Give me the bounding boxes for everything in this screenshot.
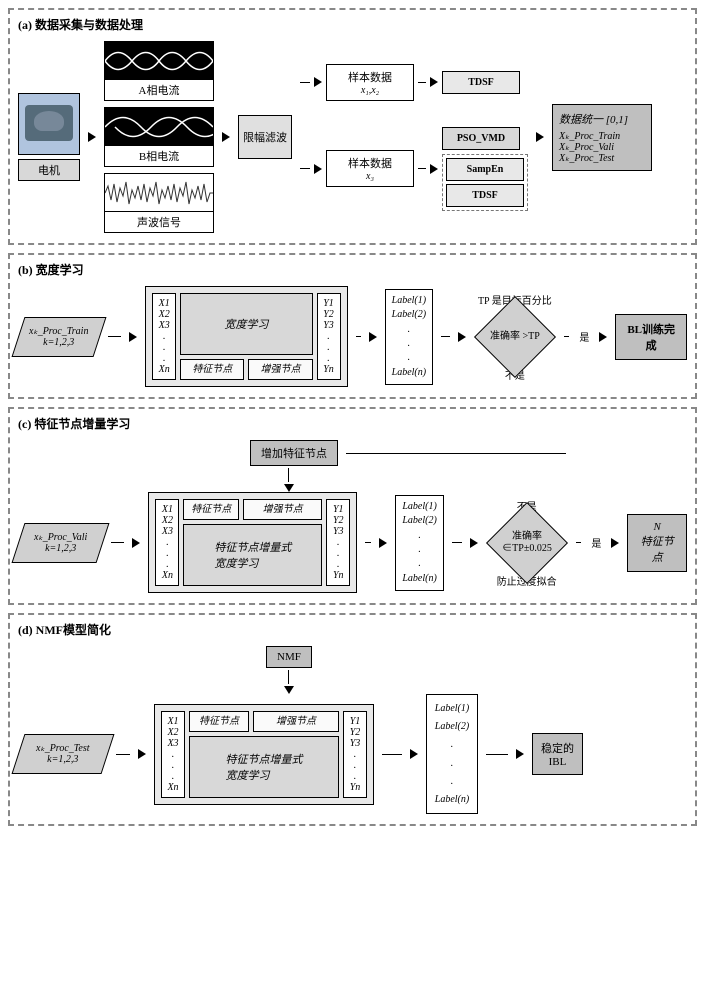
decision-b: 准确率 >TP [474, 309, 556, 365]
signal-a: A相电流 [104, 41, 214, 101]
yes-label: 是 [591, 535, 601, 550]
x-col: X1X2X3 ... Xn [161, 711, 185, 798]
end-b: BL训练完成 [615, 314, 687, 360]
label-col-d: Label(1)Label(2) ... Label(n) [426, 694, 478, 814]
signal-acoustic-label: 声波信号 [137, 217, 181, 229]
label-col-b: Label(1)Label(2) ... Label(n) [385, 289, 433, 385]
end-d: 稳定的 IBL [532, 733, 583, 775]
signal-acoustic: 声波信号 [104, 173, 214, 233]
tdsf2-box: TDSF [446, 184, 524, 207]
end-c: N 特征节点 [627, 514, 687, 572]
decision-c: 准确率 ∈TP±0.025 [486, 515, 568, 571]
enh-node: 增强节点 [248, 359, 312, 380]
arrow-icon [314, 164, 322, 174]
sampen-group: SampEn TDSF [442, 154, 528, 211]
y-col: Y1Y2Y3 ... Yn [317, 293, 341, 380]
motor-label: 电机 [18, 159, 80, 181]
arrow-down-icon [284, 484, 294, 492]
arrow-icon [599, 332, 607, 342]
bl-core: 宽度学习 [180, 293, 312, 355]
arrow-icon [88, 132, 96, 142]
arrow-icon [536, 132, 544, 142]
tdsf-box: TDSF [442, 71, 520, 94]
arrow-icon [222, 132, 230, 142]
bl-core: 特征节点增量式 宽度学习 [189, 736, 339, 798]
panel-a: (a) 数据采集与数据处理 电机 A相电流 B相电流 [8, 8, 697, 245]
nmf-box: NMF [266, 646, 312, 668]
signal-b-label: B相电流 [139, 151, 179, 163]
input-d: xₖ_Proc_Testk=1,2,3 [12, 734, 115, 774]
bl-block-d: X1X2X3 ... Xn 特征节点 增强节点 特征节点增量式 宽度学习 Y1Y… [154, 704, 374, 805]
enh-node: 增强节点 [253, 711, 339, 732]
x-col: X1X2X3 ... Xn [155, 499, 179, 586]
add-feature-node: 增加特征节点 [250, 440, 338, 466]
label-col-c: Label(1)Label(2) ... Label(n) [395, 495, 444, 591]
normalize-box: 数据统一 [0,1] Xₖ_Proc_Train Xₖ_Proc_Vali Xₖ… [552, 104, 652, 171]
arrow-icon [314, 77, 322, 87]
panel-d-title: (d) NMF模型简化 [18, 621, 687, 638]
feat-node: 特征节点 [189, 711, 249, 732]
input-c: xₖ_Proc_Valik=1,2,3 [12, 523, 110, 563]
arrow-icon [430, 77, 438, 87]
psovmd-box: PSO_VMD [442, 127, 520, 150]
bl-block-b: X1X2X3 ... Xn 宽度学习 特征节点 增强节点 Y1Y2Y3 ... … [145, 286, 347, 387]
arrow-icon [132, 538, 140, 548]
arrow-icon [611, 538, 619, 548]
arrow-icon [369, 332, 377, 342]
arrow-down-icon [284, 686, 294, 694]
motor-icon [25, 105, 73, 141]
feat-node: 特征节点 [180, 359, 244, 380]
x-col: X1X2X3 ... Xn [152, 293, 176, 380]
arrow-icon [430, 164, 438, 174]
motor-block: 电机 [18, 93, 80, 181]
arrow-icon [516, 749, 524, 759]
panel-a-title: (a) 数据采集与数据处理 [18, 16, 687, 33]
sample3-box: 样本数据 x₃ [326, 150, 414, 187]
filter-box: 限幅滤波 [238, 115, 292, 159]
arrow-icon [138, 749, 146, 759]
panel-b: (b) 宽度学习 xₖ_Proc_Traink=1,2,3 X1X2X3 ...… [8, 253, 697, 399]
enh-node: 增强节点 [243, 499, 322, 520]
yes-label: 是 [579, 329, 589, 344]
arrow-icon [470, 538, 478, 548]
panel-c-title: (c) 特征节点增量学习 [18, 415, 687, 432]
arrow-icon [379, 538, 387, 548]
bl-block-c: X1X2X3 ... Xn 特征节点 增强节点 特征节点增量式 宽度学习 Y1Y… [148, 492, 357, 593]
input-b: xₖ_Proc_Traink=1,2,3 [12, 317, 107, 357]
panel-c: (c) 特征节点增量学习 增加特征节点 xₖ_Proc_Valik=1,2,3 … [8, 407, 697, 605]
signal-a-label: A相电流 [139, 85, 180, 97]
feat-node: 特征节点 [183, 499, 239, 520]
y-col: Y1Y2Y3 ... Yn [326, 499, 350, 586]
signal-b: B相电流 [104, 107, 214, 167]
bl-core: 特征节点增量式 宽度学习 [183, 524, 322, 586]
arrow-icon [129, 332, 137, 342]
sampen-box: SampEn [446, 158, 524, 181]
panel-d: (d) NMF模型简化 NMF xₖ_Proc_Testk=1,2,3 X1X2… [8, 613, 697, 826]
arrow-icon [458, 332, 466, 342]
y-col: Y1Y2Y3 ... Yn [343, 711, 367, 798]
sample12-box: 样本数据 x₁,x₂ [326, 64, 414, 101]
arrow-icon [410, 749, 418, 759]
panel-b-title: (b) 宽度学习 [18, 261, 687, 278]
